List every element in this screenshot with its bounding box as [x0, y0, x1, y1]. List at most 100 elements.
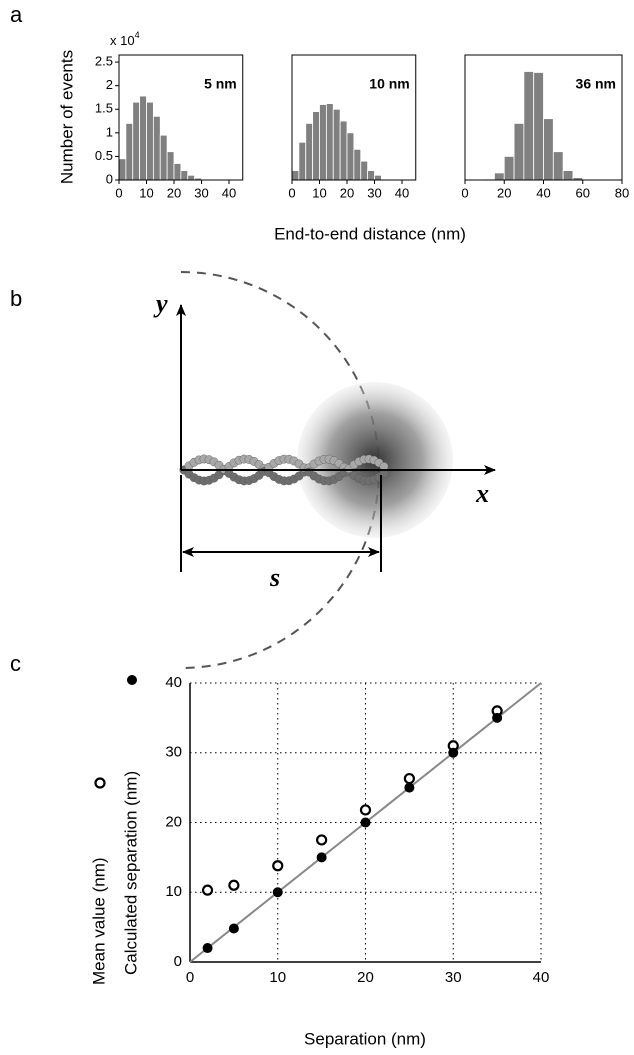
distance-symbol: s [269, 563, 280, 592]
annotation: 10 nm [369, 76, 409, 92]
x-tick-label: 40 [395, 185, 409, 200]
bar [152, 115, 161, 181]
legend-label: Calculated separation (nm) [121, 771, 140, 975]
bar [173, 163, 182, 181]
bar [187, 174, 196, 181]
bar [298, 141, 307, 181]
multiplier-base: x 10 [110, 33, 135, 48]
y-tick-label: 1.5 [95, 101, 113, 116]
filled-marker [316, 852, 327, 863]
bar [125, 122, 134, 181]
open-marker [228, 879, 240, 891]
bar [319, 104, 327, 181]
y-tick-label: 1 [106, 124, 113, 139]
bar [523, 71, 535, 181]
x-axis-label: End-to-end distance (nm) [274, 224, 466, 243]
y-tick-label: 20 [165, 813, 182, 830]
open-marker [359, 804, 372, 816]
legend-label: Mean value (nm) [89, 857, 108, 985]
x-tick-label: 30 [367, 185, 381, 200]
filled-marker [448, 747, 459, 758]
plots: 0 10 20 30 40 0 0.5 1 1.5 2 2.5 5 nm 0 10 20 30 40 10 nm 0… [89, 54, 629, 986]
filled-marker [202, 943, 213, 954]
bar [159, 134, 168, 181]
x-tick-label: 40 [222, 185, 236, 200]
panel-label: c [10, 651, 21, 676]
bar [132, 101, 141, 181]
x-tick-label: 10 [269, 969, 286, 986]
filled-marker [228, 923, 239, 934]
bar [180, 170, 189, 181]
x-tick-label: 10 [312, 185, 326, 200]
x-tick-label: 30 [445, 969, 462, 986]
bar [353, 148, 362, 181]
bar [374, 174, 382, 181]
bar [346, 132, 355, 181]
x-tick-label: 20 [167, 185, 181, 200]
x-tick-label: 60 [576, 185, 590, 200]
bar [291, 170, 300, 181]
panel-label: a [10, 2, 23, 27]
filled-marker [360, 817, 371, 828]
open-marker [94, 777, 106, 789]
bar [367, 170, 375, 181]
x-tick-label: 0 [461, 185, 468, 200]
plot-frame [118, 54, 244, 181]
open-marker [201, 884, 214, 896]
x-tick-label: 40 [536, 185, 550, 200]
open-marker [316, 834, 328, 846]
bar [543, 118, 554, 181]
y-axis-symbol: y [153, 289, 168, 318]
x-axis-label: Separation (nm) [304, 1029, 426, 1048]
bar [332, 108, 341, 181]
bar [305, 122, 314, 181]
bar [513, 122, 525, 181]
filled-marker [492, 712, 503, 723]
x-tick-label: 40 [533, 969, 550, 986]
multiplier-exponent: 4 [135, 30, 140, 40]
x-tick-label: 10 [139, 185, 153, 200]
y-tick-label: 2 [106, 77, 113, 92]
x-tick-label: 30 [194, 185, 208, 200]
annotation: 36 nm [576, 76, 616, 92]
bar [533, 72, 544, 181]
filled-marker [127, 675, 137, 685]
y-tick-label: 0.5 [95, 148, 113, 163]
open-marker [272, 860, 284, 872]
bar [360, 160, 369, 181]
bar [503, 156, 515, 181]
x-tick-label: 0 [288, 185, 295, 200]
x-axis-symbol: x [475, 479, 489, 508]
bar [494, 172, 505, 181]
bar [552, 151, 564, 181]
bar [166, 151, 175, 181]
filled-marker [404, 782, 415, 793]
plot-frame [291, 54, 417, 181]
bar [562, 170, 574, 181]
y-tick-label: 0 [106, 171, 113, 186]
y-tick-label: 0 [174, 953, 182, 970]
y-multiplier: x 104 [110, 30, 140, 48]
filled-marker [272, 887, 283, 898]
bar [325, 103, 334, 181]
bar [146, 101, 154, 181]
x-tick-label: 0 [186, 969, 194, 986]
x-tick-label: 0 [115, 185, 122, 200]
y-tick-label: 2.5 [95, 54, 113, 69]
open-marker [403, 772, 415, 785]
bar [312, 111, 320, 181]
y-tick-label: 40 [165, 674, 182, 691]
y-tick-label: 10 [165, 883, 182, 900]
y-axis-label: Number of events [57, 50, 76, 184]
bar [118, 158, 127, 181]
x-tick-label: 20 [357, 969, 374, 986]
diagram: b y x s [10, 271, 496, 669]
y-tick-label: 30 [165, 744, 182, 761]
bar [339, 120, 348, 181]
x-tick-label: 20 [497, 185, 511, 200]
x-tick-label: 80 [615, 185, 629, 200]
bar [139, 95, 147, 181]
annotation: 5 nm [204, 76, 237, 92]
x-tick-label: 20 [340, 185, 354, 200]
